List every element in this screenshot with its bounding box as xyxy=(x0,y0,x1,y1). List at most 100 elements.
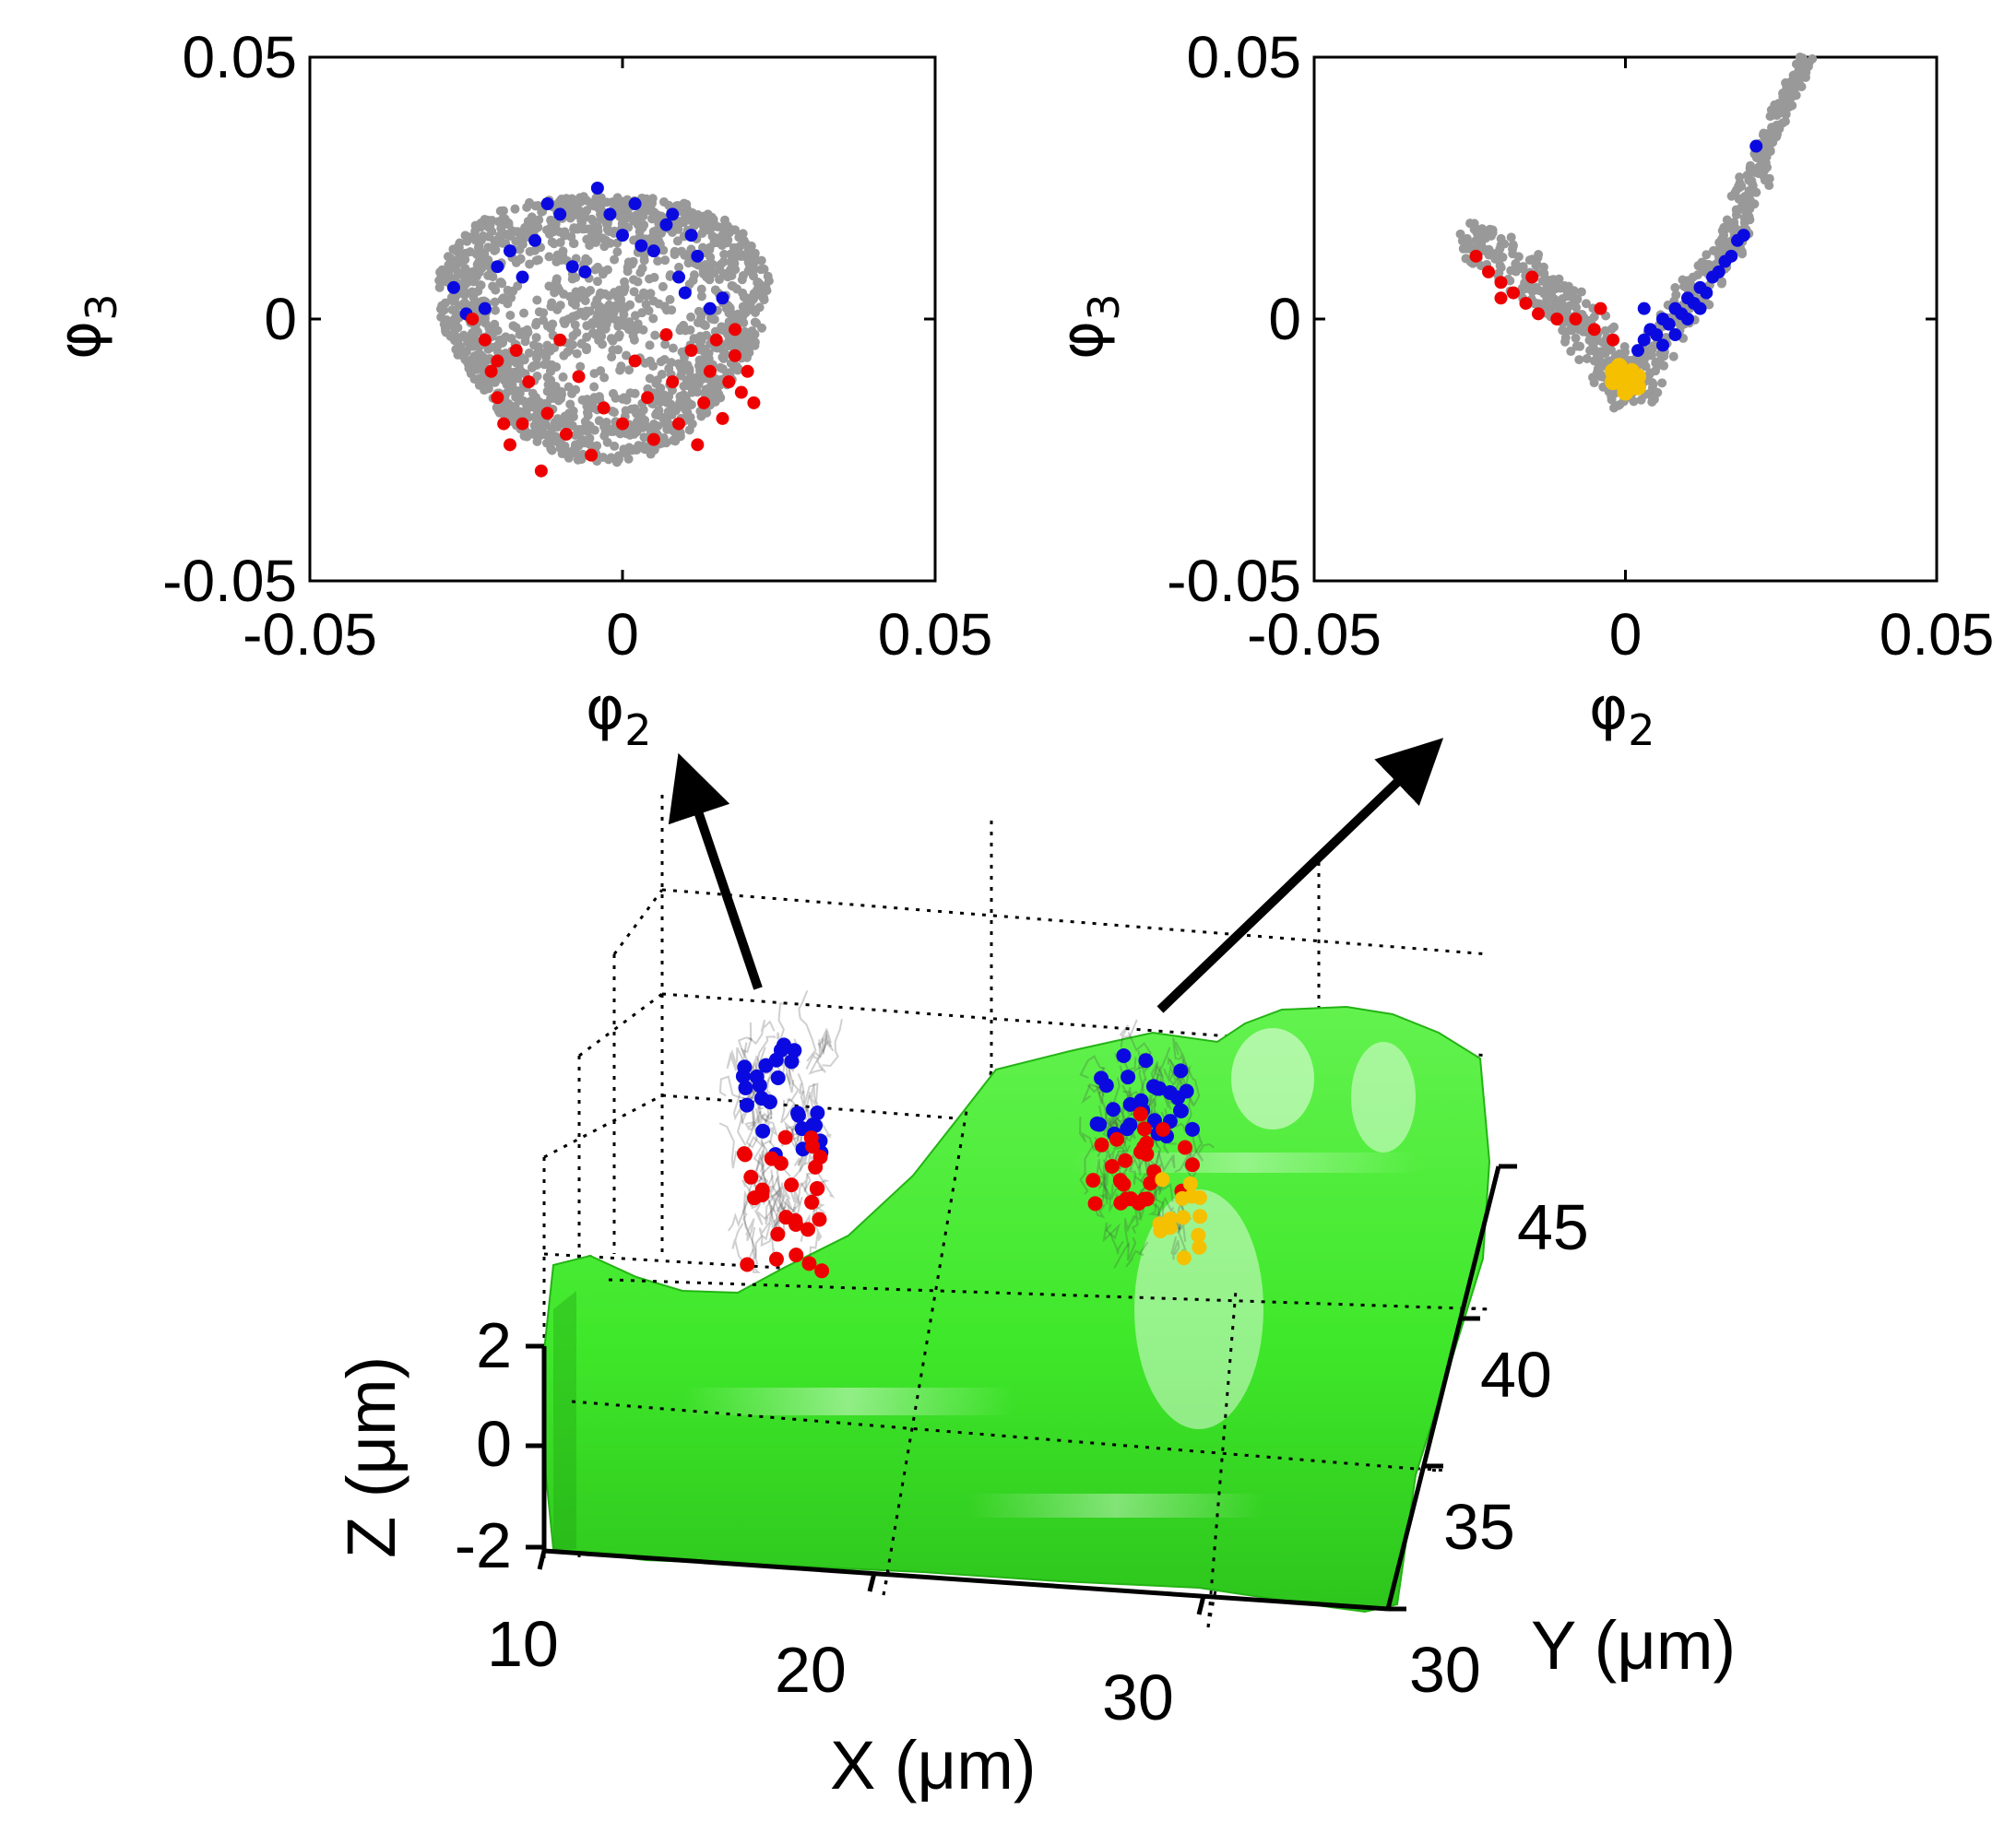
x-axis-line xyxy=(543,1548,1389,1612)
gray-point xyxy=(615,429,625,439)
gray-point xyxy=(718,268,729,278)
gray-point xyxy=(675,216,685,226)
red-point xyxy=(1494,291,1508,305)
gray-point xyxy=(513,373,523,384)
gray-point xyxy=(573,439,583,449)
gray-point xyxy=(670,250,680,260)
blue-point xyxy=(749,1069,765,1084)
red-point xyxy=(789,1248,804,1263)
surface-shade xyxy=(553,1291,576,1549)
blue-point xyxy=(1098,1078,1114,1094)
gray-point xyxy=(620,277,630,287)
gray-point xyxy=(528,388,538,398)
gray-point xyxy=(602,437,612,447)
gray-point xyxy=(649,272,659,282)
gray-point xyxy=(490,319,500,329)
gray-point xyxy=(577,426,587,436)
gray-point xyxy=(568,406,578,416)
gray-point xyxy=(615,365,625,375)
gray-point xyxy=(726,257,736,267)
red-point xyxy=(484,364,498,378)
gray-point xyxy=(681,325,691,336)
gray-point xyxy=(623,266,633,277)
gray-point xyxy=(562,447,572,457)
blue-point xyxy=(684,229,698,242)
gray-point xyxy=(592,441,602,451)
red-point xyxy=(741,364,754,378)
gray-point xyxy=(1559,281,1570,291)
gray-point xyxy=(510,204,520,214)
blue-point xyxy=(770,1070,786,1085)
red-point xyxy=(814,1263,830,1279)
gray-point xyxy=(647,194,658,204)
gray-point xyxy=(542,372,552,383)
gray-point xyxy=(551,277,562,287)
yellow-point xyxy=(1605,373,1621,391)
gray-point xyxy=(468,289,478,299)
gray-point xyxy=(1762,138,1773,148)
gray-point xyxy=(1773,99,1784,109)
trajectory-line xyxy=(819,1028,835,1053)
gray-point xyxy=(550,393,560,403)
blue-point xyxy=(1668,328,1682,342)
gray-point xyxy=(577,224,587,234)
gray-point xyxy=(1668,351,1678,361)
yellow-point xyxy=(1617,384,1634,401)
red-point xyxy=(716,411,729,425)
gray-point xyxy=(637,222,647,232)
gray-point xyxy=(746,295,756,305)
gray-point xyxy=(1469,224,1479,234)
gray-point xyxy=(732,365,742,375)
trajectory-line xyxy=(1113,1236,1137,1269)
gray-point xyxy=(1609,322,1619,332)
gray-point xyxy=(1740,202,1750,212)
gray-point xyxy=(630,404,640,414)
blue-point xyxy=(738,1080,753,1095)
trajectory-line xyxy=(777,1184,793,1211)
gray-point xyxy=(1547,302,1557,313)
red-point xyxy=(684,344,698,358)
gray-point xyxy=(1647,393,1657,403)
red-point xyxy=(572,370,586,384)
gray-point xyxy=(471,249,481,259)
blue-point xyxy=(634,239,648,253)
blue-point xyxy=(578,265,592,278)
trajectory-line xyxy=(1163,1063,1180,1085)
trajectory-line xyxy=(817,1030,832,1055)
gray-point xyxy=(587,403,598,413)
gray-point xyxy=(610,254,620,265)
gray-point xyxy=(656,228,666,238)
red-point xyxy=(1136,1121,1152,1137)
gray-point xyxy=(1800,65,1810,76)
surface-highlight xyxy=(1351,1042,1416,1153)
gray-point xyxy=(672,236,682,246)
gray-point xyxy=(728,281,738,291)
gray-point xyxy=(1787,89,1797,99)
gray-point xyxy=(1753,165,1763,175)
trajectory-line xyxy=(760,1212,784,1248)
red-point xyxy=(1519,296,1533,310)
gray-point xyxy=(1482,246,1492,256)
blue-point xyxy=(1656,338,1669,352)
gray-point xyxy=(722,238,732,248)
trajectory-line xyxy=(1125,1086,1133,1115)
gray-point xyxy=(522,202,532,212)
surface-highlight xyxy=(682,1388,1014,1415)
gray-point xyxy=(491,305,501,315)
gray-point xyxy=(1731,205,1741,215)
trajectory-line xyxy=(1171,1037,1186,1064)
red-point xyxy=(1469,249,1483,263)
gray-point xyxy=(1726,191,1737,201)
gray-point xyxy=(679,381,689,391)
gray-point xyxy=(532,371,542,381)
trajectory-line xyxy=(1147,1196,1174,1216)
gray-point xyxy=(531,428,541,438)
gray-point xyxy=(434,282,445,292)
gray-point xyxy=(696,284,706,294)
red-point xyxy=(736,1146,752,1162)
red-point xyxy=(491,391,504,405)
gray-point xyxy=(511,390,521,400)
gray-point xyxy=(1747,175,1757,185)
trajectory-line xyxy=(808,1082,817,1111)
gray-point xyxy=(1505,276,1515,286)
